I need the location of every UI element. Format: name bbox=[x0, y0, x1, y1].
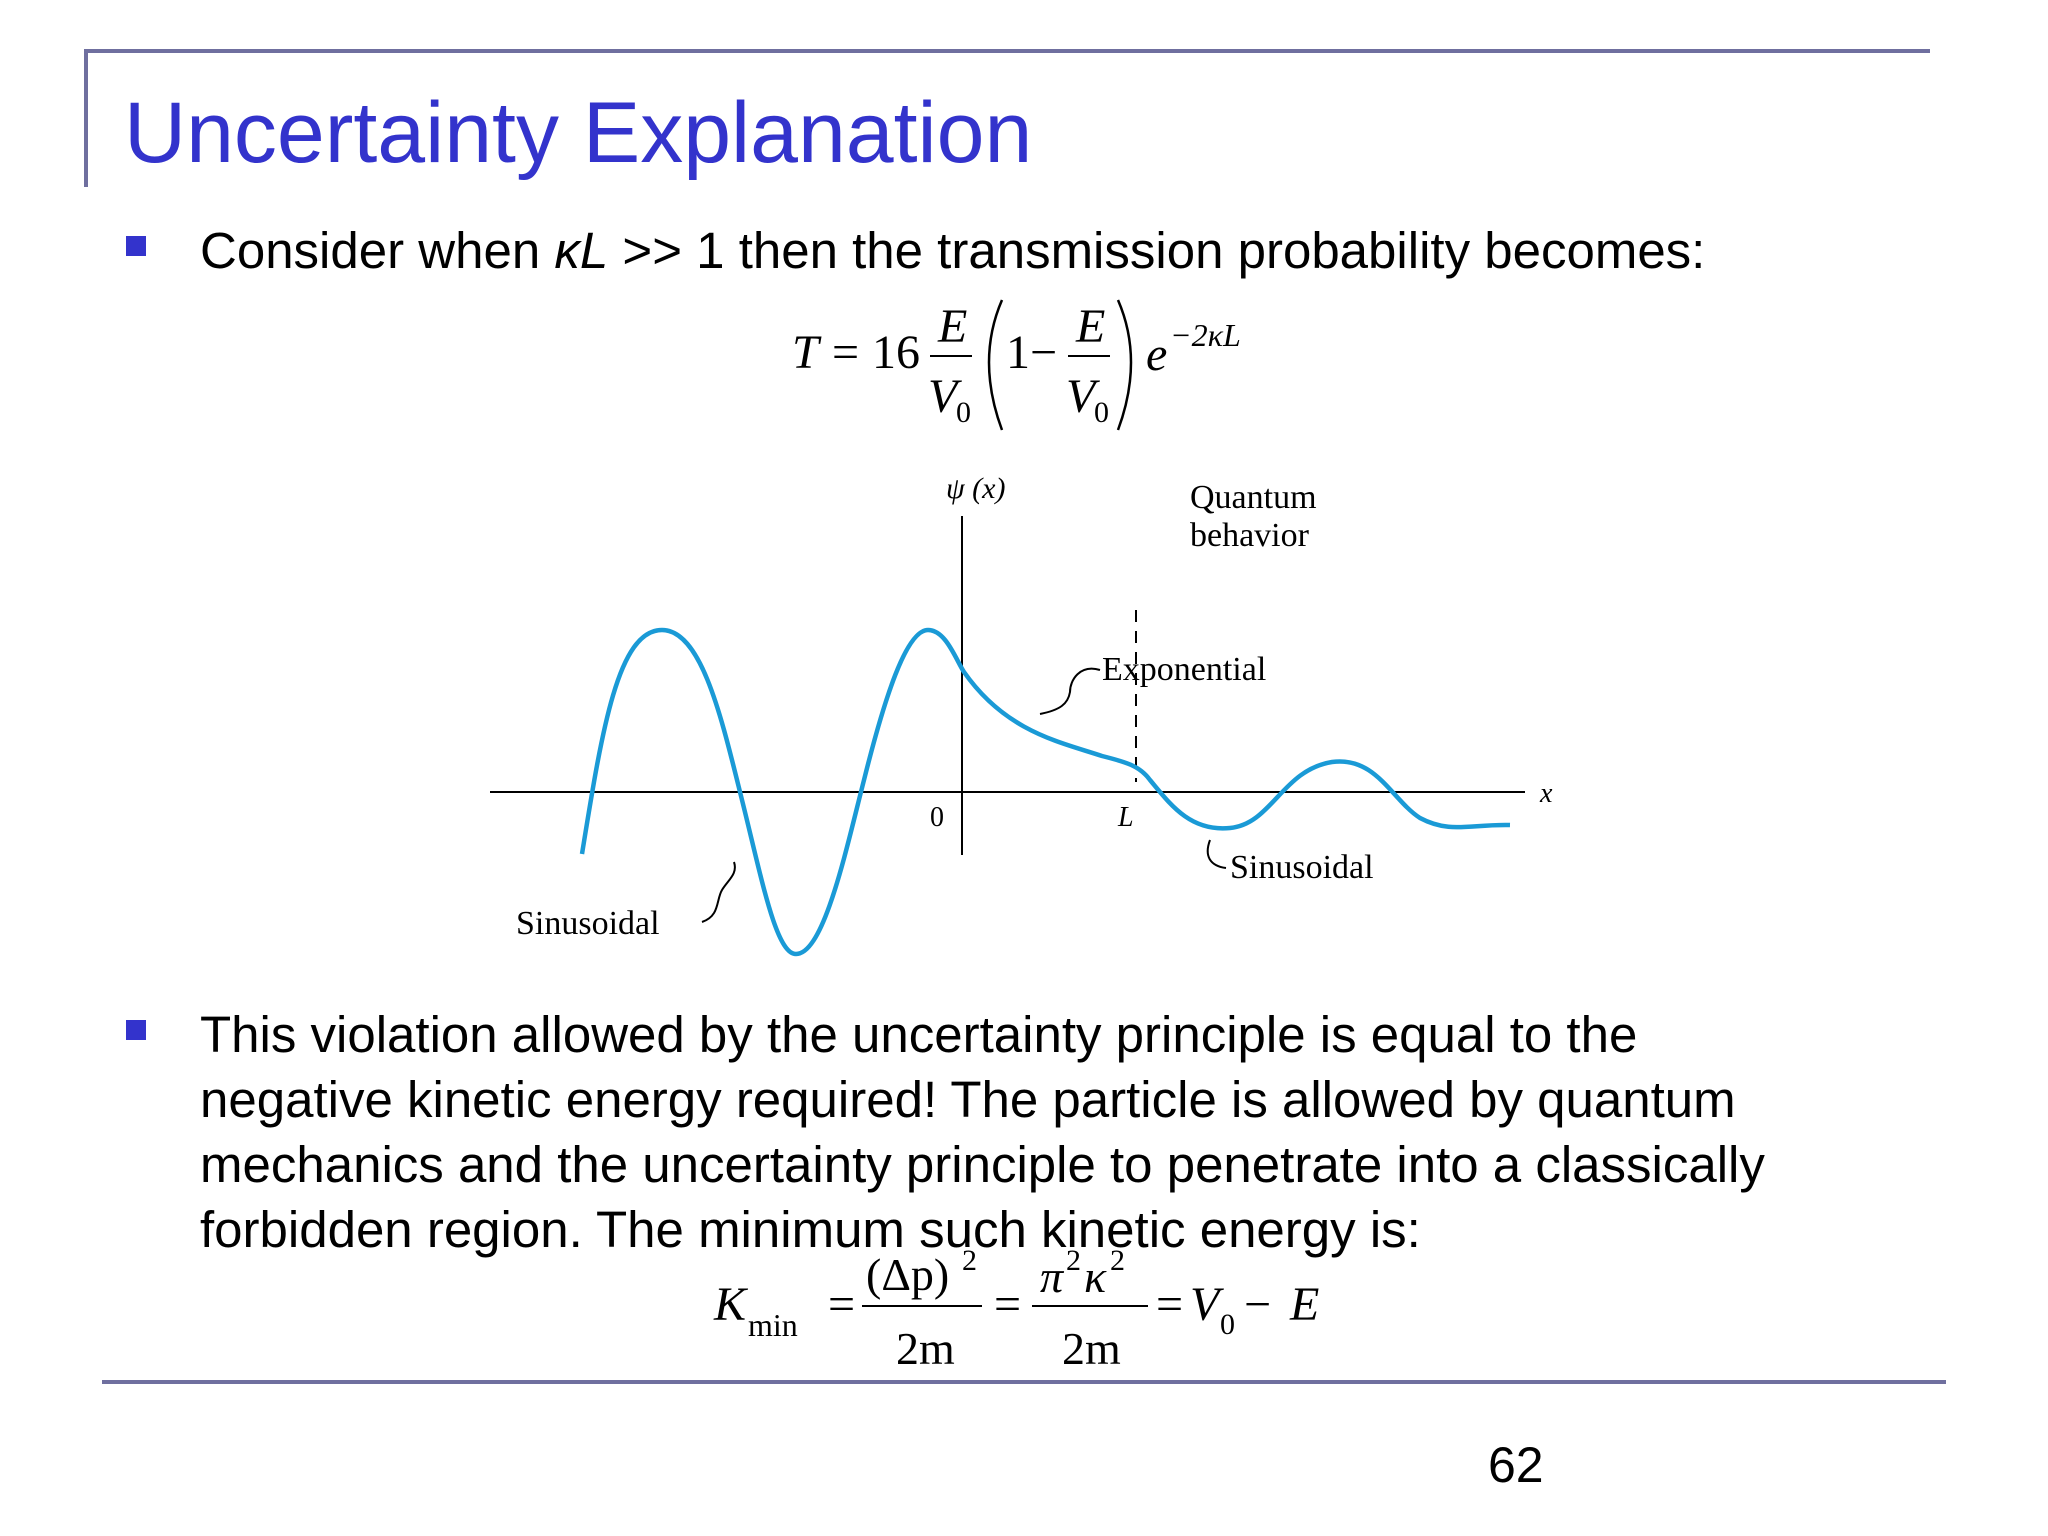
frame-bottom-line bbox=[102, 1380, 1946, 1384]
origin-label: 0 bbox=[930, 802, 944, 833]
y-axis-label: ψ (x) bbox=[946, 472, 1005, 505]
formula1-exponent: −2κL bbox=[1170, 317, 1241, 353]
quantum-label-line1: Quantum bbox=[1190, 479, 1317, 516]
bullet-1-kappa-l: κL bbox=[554, 222, 609, 279]
bullet-1-text: Consider when κL >> 1 then the transmiss… bbox=[200, 218, 1705, 283]
bullet-2-line-4: forbidden region. The minimum such kinet… bbox=[200, 1201, 1421, 1258]
formula1-coef: 16 bbox=[872, 326, 920, 379]
sinusoidal-left-label: Sinusoidal bbox=[516, 905, 660, 942]
formula1-eq: = bbox=[832, 326, 859, 379]
formula2-E: E bbox=[1289, 1278, 1319, 1331]
formula1-right-paren bbox=[1116, 299, 1133, 431]
wavefunction-figure: ψ (x) x 0 L Quantum behavior Exponential… bbox=[490, 472, 1553, 957]
formula2-eq-2: = bbox=[994, 1278, 1021, 1331]
formula1-T: T bbox=[792, 326, 822, 379]
frame-left-line bbox=[84, 49, 88, 187]
formula2-kappa: κ bbox=[1084, 1251, 1107, 1302]
bullet-1-suffix: >> 1 then the transmission probability b… bbox=[608, 222, 1706, 279]
formula2-eq-1: = bbox=[828, 1278, 855, 1331]
bullet-marker-1 bbox=[126, 236, 146, 256]
formula1-e: e bbox=[1146, 328, 1167, 381]
formula1-E-num: E bbox=[937, 300, 967, 353]
bullet-2-line-2: negative kinetic energy required! The pa… bbox=[200, 1071, 1736, 1128]
formula2-sq-1: 2 bbox=[962, 1244, 977, 1277]
formula2-minus: − bbox=[1244, 1278, 1271, 1331]
bullet-2-line-3: mechanics and the uncertainty principle … bbox=[200, 1136, 1765, 1193]
wavefunction-curve bbox=[579, 627, 1511, 957]
formula2-min: min bbox=[748, 1307, 798, 1343]
formula2-den-1: 2m bbox=[896, 1323, 955, 1374]
formula1-minus: − bbox=[1030, 326, 1057, 379]
formula1-zero-sub-2: 0 bbox=[1094, 396, 1109, 429]
bullet-marker-2 bbox=[126, 1020, 146, 1040]
sinusoidal-right-label: Sinusoidal bbox=[1230, 849, 1374, 886]
formula1-V-den-2: V bbox=[1066, 370, 1100, 423]
formula2-eq-3: = bbox=[1156, 1278, 1183, 1331]
x-axis-label: x bbox=[1539, 778, 1553, 809]
bullet-1-prefix: Consider when bbox=[200, 222, 555, 279]
bullet-2-line-1: This violation allowed by the uncertaint… bbox=[200, 1006, 1638, 1063]
formula1-left-paren bbox=[987, 299, 1004, 431]
formula2-K: K bbox=[713, 1278, 749, 1331]
kinetic-energy-formula: K min = (Δp) 2 2m = π 2 κ 2 2m = V 0 − E bbox=[713, 1244, 1319, 1374]
formula2-den-2: 2m bbox=[1062, 1323, 1121, 1374]
slide-title: Uncertainty Explanation bbox=[124, 85, 1033, 181]
formula2-sq-3: 2 bbox=[1110, 1244, 1125, 1277]
formula1-zero-sub: 0 bbox=[956, 396, 971, 429]
formula2-zero-sub: 0 bbox=[1220, 1308, 1235, 1341]
formula2-pi: π bbox=[1040, 1251, 1065, 1302]
formula1-one: 1 bbox=[1006, 326, 1030, 379]
sinusoidal-left-leader bbox=[701, 861, 736, 923]
sinusoidal-right-leader bbox=[1206, 839, 1227, 869]
exponential-leader bbox=[1039, 667, 1101, 715]
formula2-sq-2: 2 bbox=[1066, 1244, 1081, 1277]
transmission-formula: T = 16 E V 0 1 − E V 0 e −2κL bbox=[792, 299, 1241, 431]
page-number: 62 bbox=[1488, 1437, 1544, 1493]
formula1-E-num-2: E bbox=[1075, 300, 1105, 353]
L-label: L bbox=[1117, 802, 1134, 833]
formula2-V: V bbox=[1190, 1278, 1224, 1331]
exponential-label: Exponential bbox=[1102, 651, 1266, 688]
frame-top-line bbox=[84, 49, 1930, 53]
formula2-delta-p: (Δp) bbox=[866, 1249, 949, 1300]
formula1-V-den: V bbox=[928, 370, 962, 423]
quantum-label-line2: behavior bbox=[1190, 517, 1310, 554]
